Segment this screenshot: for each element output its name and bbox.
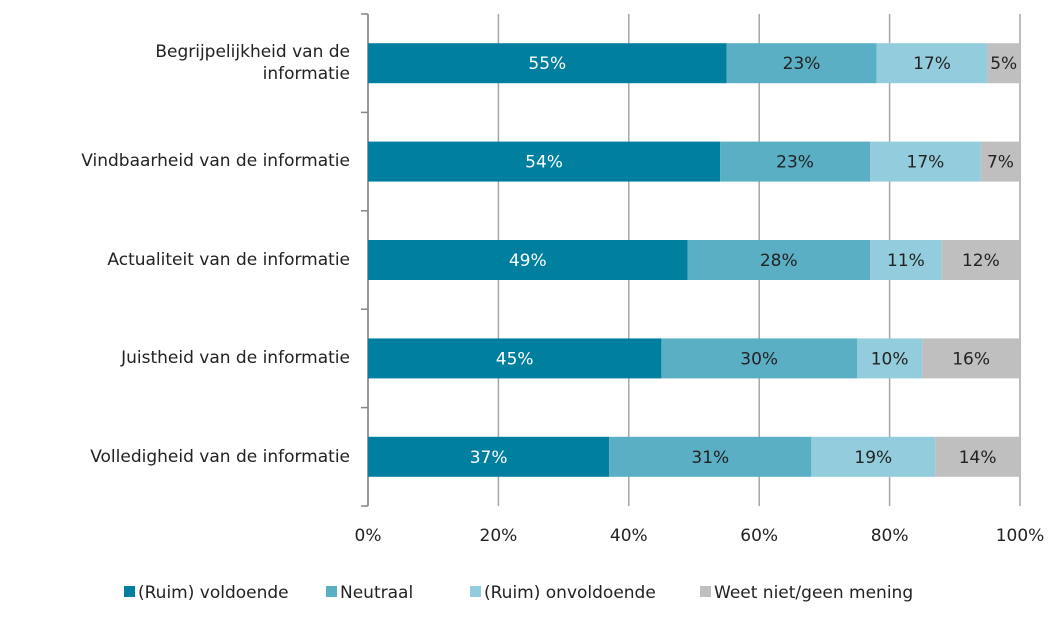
bar-segment: [935, 436, 1020, 477]
bar-segment: [687, 240, 871, 280]
legend-label: (Ruim) onvoldoende: [484, 583, 656, 603]
bar-segment: [980, 141, 1020, 182]
x-tick-label: 40%: [610, 526, 648, 546]
category-label: Vindbaarheid van de informatie: [81, 151, 350, 172]
data-label: 45%: [496, 349, 534, 369]
data-label: 23%: [783, 54, 821, 74]
x-tick-label: 0%: [355, 526, 382, 546]
x-tick-label: 80%: [871, 526, 909, 546]
data-label: 10%: [871, 349, 909, 369]
bar-segment: [811, 436, 936, 477]
data-label: 17%: [907, 153, 945, 173]
bar-segment: [368, 338, 662, 379]
data-label: 16%: [952, 349, 990, 369]
legend-swatch: [326, 586, 337, 597]
data-label: 5%: [990, 54, 1017, 74]
data-label: 49%: [509, 251, 547, 271]
category-label: Juistheid van de informatie: [121, 348, 350, 369]
x-tick-label: 100%: [996, 526, 1045, 546]
data-label: 23%: [776, 153, 814, 173]
data-label: 7%: [987, 153, 1014, 173]
bar-segment: [922, 338, 1020, 379]
bar-segment: [876, 43, 988, 84]
bar-segment: [368, 141, 721, 182]
legend-swatch: [124, 586, 135, 597]
legend-label: Weet niet/geen mening: [714, 583, 913, 603]
bar-segment: [941, 240, 1020, 280]
bars: [368, 43, 1020, 477]
legend-label: (Ruim) voldoende: [138, 583, 289, 603]
data-label: 37%: [470, 448, 508, 468]
data-label: 30%: [740, 349, 778, 369]
bar-segment: [661, 338, 857, 379]
data-label: 11%: [887, 251, 925, 271]
y-tick-label: Actualiteit van de informatie: [107, 249, 350, 270]
bar-segment: [870, 141, 981, 182]
bar-segment: [368, 240, 688, 280]
data-label: 17%: [913, 54, 951, 74]
bar-segment: [726, 43, 877, 84]
bar-segment: [368, 436, 610, 477]
category-label: Actualiteit van de informatie: [107, 249, 350, 270]
data-label: 12%: [962, 251, 1000, 271]
y-tick-label: Begrijpelijkheid van de informatie: [155, 42, 350, 84]
data-label: 19%: [854, 448, 892, 468]
x-tick-label: 20%: [480, 526, 518, 546]
bar-segment: [870, 240, 942, 280]
y-tick-label: Juistheid van de informatie: [121, 348, 350, 369]
data-label: 28%: [760, 251, 798, 271]
legend-swatch: [470, 586, 481, 597]
bar-segment: [609, 436, 812, 477]
data-label: 31%: [691, 448, 729, 468]
bar-segment: [987, 43, 1020, 84]
data-label: 55%: [528, 54, 566, 74]
bar-segment: [720, 141, 871, 182]
y-tick-label: Vindbaarheid van de informatie: [81, 151, 350, 172]
bar-segment: [368, 43, 727, 84]
legend-label: Neutraal: [340, 583, 413, 603]
legend-swatch: [700, 586, 711, 597]
bar-segment: [857, 338, 923, 379]
category-label: Volledigheid van de informatie: [90, 446, 350, 467]
category-label: Begrijpelijkheid van de informatie: [155, 42, 350, 84]
data-label: 14%: [959, 448, 997, 468]
data-label: 54%: [525, 153, 563, 173]
x-tick-label: 60%: [740, 526, 778, 546]
y-tick-label: Volledigheid van de informatie: [90, 446, 350, 467]
